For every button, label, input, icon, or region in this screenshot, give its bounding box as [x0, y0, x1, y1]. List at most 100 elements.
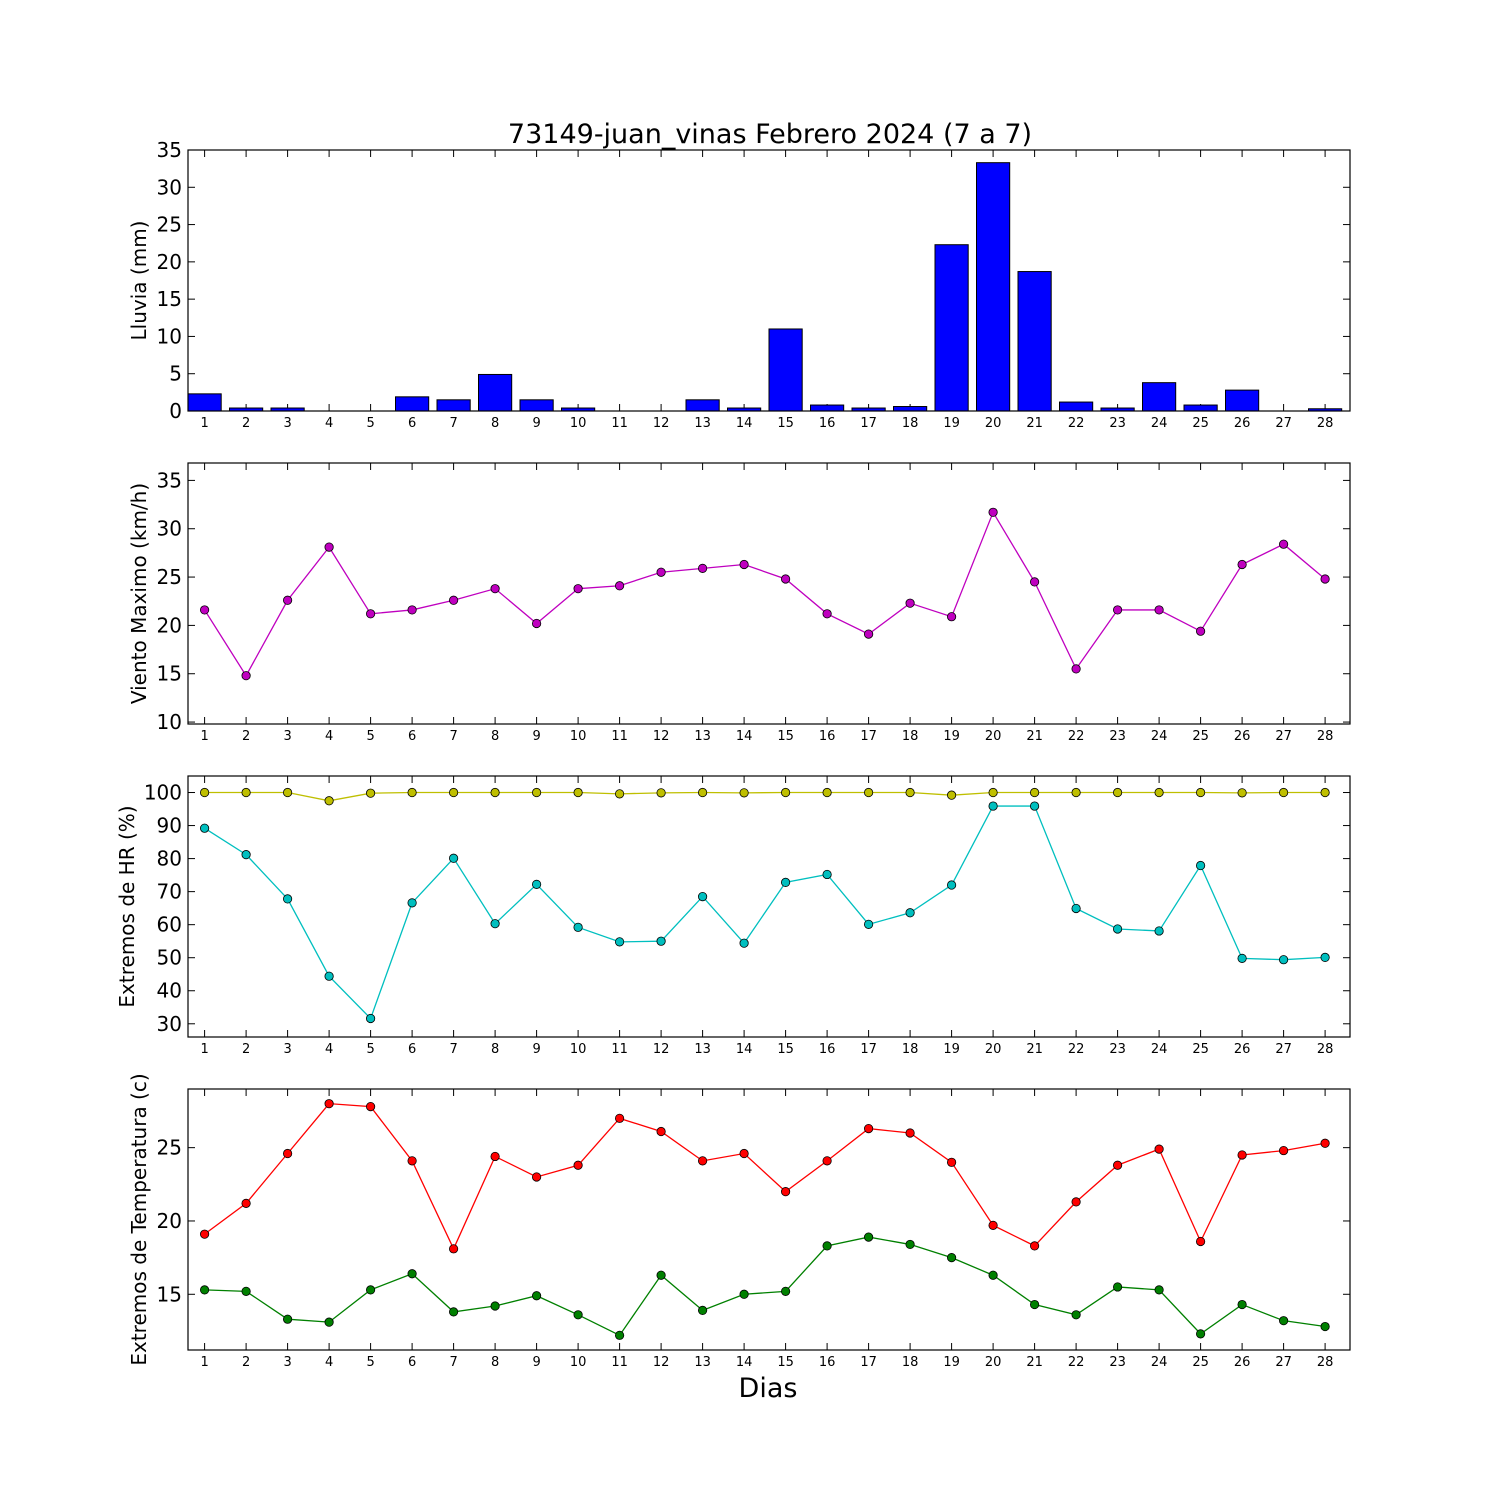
x-tick-label: 20 [985, 416, 1002, 431]
y-tick-label: 15 [157, 662, 182, 686]
data-point [697, 1305, 708, 1316]
data-point [324, 971, 334, 981]
data-point [822, 1156, 832, 1166]
x-tick-label: 22 [1068, 1042, 1085, 1057]
data-point [365, 609, 376, 619]
y-tick-label: 40 [157, 979, 182, 1003]
data-point [282, 894, 293, 904]
bar [478, 373, 513, 412]
data-point [1071, 903, 1081, 914]
y-tick-label: 25 [157, 1136, 182, 1160]
x-tick-label: 18 [902, 416, 919, 431]
x-tick-label: 3 [283, 1355, 291, 1370]
y-tick-label: 30 [157, 175, 182, 199]
x-tick-label: 15 [777, 416, 794, 431]
data-point [365, 1285, 376, 1295]
data-point [988, 801, 998, 811]
x-tick-label: 27 [1275, 1355, 1292, 1370]
data-point [282, 787, 293, 798]
x-tick-label: 6 [408, 729, 416, 744]
x-tick-label: 2 [242, 729, 250, 744]
x-tick-label: 8 [491, 1355, 499, 1370]
data-point [780, 877, 791, 887]
data-point [1237, 953, 1247, 963]
data-point [365, 1101, 376, 1112]
x-tick-label: 8 [491, 416, 499, 431]
y-tick-label: 10 [157, 710, 182, 734]
data-point [656, 788, 666, 798]
x-tick-label: 23 [1109, 1042, 1126, 1057]
bar [1225, 389, 1260, 412]
data-point [1320, 1138, 1330, 1148]
data-point [822, 787, 832, 798]
data-point [241, 850, 251, 860]
data-point [1237, 1150, 1247, 1160]
data-point [200, 1285, 210, 1295]
data-point [1113, 1282, 1123, 1292]
data-point [365, 788, 376, 798]
x-tick-label: 14 [736, 1042, 753, 1057]
data-point [448, 1307, 459, 1317]
x-tick-label: 22 [1068, 729, 1085, 744]
data-point [697, 891, 708, 902]
data-point [1320, 1321, 1330, 1332]
data-point [1279, 787, 1289, 798]
x-tick-label: 11 [611, 729, 628, 744]
data-point [780, 1286, 791, 1296]
data-point [905, 1128, 915, 1138]
x-tick-label: 22 [1068, 416, 1085, 431]
series-line [204, 1236, 1326, 1337]
data-point [1030, 787, 1040, 798]
data-point [1071, 664, 1081, 674]
x-tick-label: 21 [1026, 1042, 1043, 1057]
y-tick-label: 15 [157, 1282, 182, 1306]
x-tick-label: 24 [1151, 416, 1168, 431]
data-point [1196, 1329, 1206, 1339]
y-tick-label: 90 [157, 814, 182, 838]
x-tick-label: 8 [491, 729, 499, 744]
x-tick-label: 23 [1109, 729, 1126, 744]
data-point [1113, 787, 1123, 798]
data-point [1237, 559, 1247, 570]
data-point [448, 853, 459, 863]
data-point [407, 787, 417, 798]
data-point [946, 880, 957, 890]
x-tick-label: 25 [1192, 1042, 1209, 1057]
data-point [822, 609, 832, 619]
x-tick-label: 15 [777, 729, 794, 744]
data-point [1154, 605, 1164, 615]
x-tick-label: 5 [366, 729, 374, 744]
data-point [863, 1123, 874, 1134]
x-tick-label: 8 [491, 1042, 499, 1057]
bar [934, 244, 969, 412]
data-point [822, 1241, 832, 1251]
data-point [1279, 1316, 1289, 1326]
data-point [1030, 801, 1040, 811]
x-tick-label: 14 [736, 416, 753, 431]
data-point [407, 1156, 417, 1166]
x-tick-label: 9 [532, 729, 540, 744]
y-axis-label: Extremos de Temperatura (c) [127, 1073, 151, 1365]
x-tick-label: 14 [736, 1355, 753, 1370]
data-point [531, 1172, 542, 1182]
data-point [614, 937, 625, 947]
x-tick-label: 22 [1068, 1355, 1085, 1370]
data-point [1320, 787, 1330, 798]
bar [768, 328, 803, 412]
x-tick-label: 15 [777, 1355, 794, 1370]
x-tick-label: 26 [1234, 729, 1251, 744]
data-point [448, 1244, 459, 1254]
data-point [1113, 924, 1123, 934]
x-tick-label: 3 [283, 416, 291, 431]
x-tick-label: 26 [1234, 1355, 1251, 1370]
data-point [1071, 787, 1081, 798]
data-point [1196, 626, 1206, 636]
x-tick-label: 9 [532, 416, 540, 431]
y-tick-label: 20 [157, 613, 182, 637]
data-point [739, 559, 749, 570]
data-point [739, 788, 749, 798]
y-tick-label: 35 [157, 468, 182, 492]
data-point [490, 584, 500, 594]
